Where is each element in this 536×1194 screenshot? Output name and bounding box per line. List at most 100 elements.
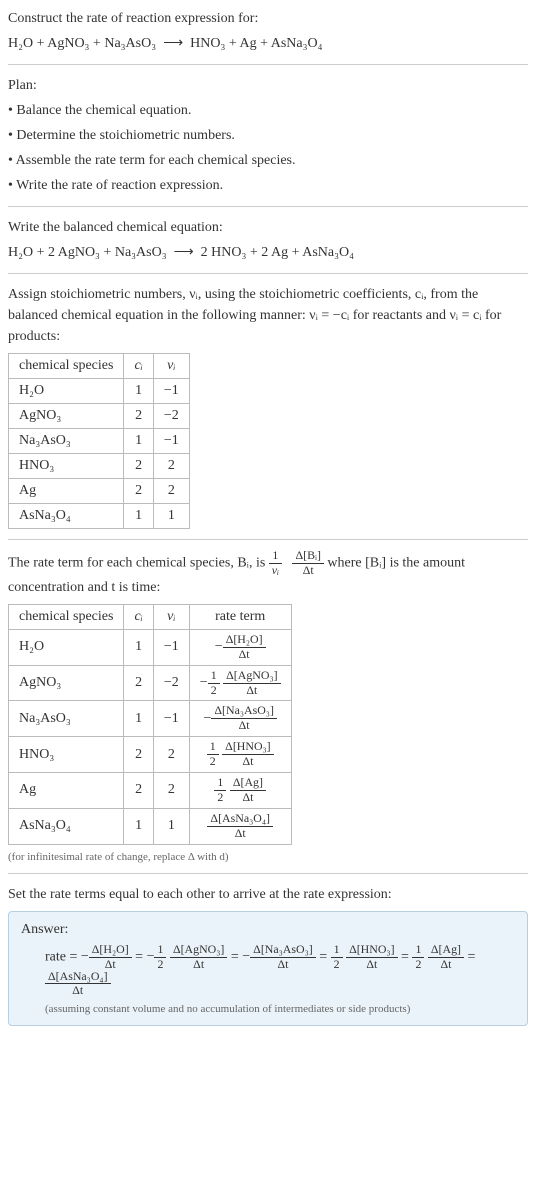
equals: = (398, 949, 413, 964)
cell-ci: 2 (124, 737, 153, 773)
vi-label: νᵢ (167, 358, 175, 373)
eq-rhs: HNO₃ + Ag + AsNa₃O₄ (190, 36, 322, 51)
table-row: AgNO₃2−2 −12 Δ[AgNO₃]Δt (9, 665, 292, 701)
prompt-line: Construct the rate of reaction expressio… (8, 8, 528, 29)
rate-pre: The rate term for each chemical species,… (8, 556, 269, 571)
table-row: Na₃AsO₃1−1 (9, 429, 190, 454)
arrow-icon (174, 245, 194, 260)
cell-species: Ag (9, 479, 124, 504)
cell-rate-term: Δ[AsNa₃O₄]Δt (189, 808, 291, 844)
ci-label: cᵢ (134, 358, 142, 373)
cell-vi: −1 (153, 429, 189, 454)
eq-lhs: H₂O + AgNO₃ + Na₃AsO₃ (8, 36, 156, 51)
plan-item: • Balance the chemical equation. (8, 100, 528, 121)
cell-ci: 1 (124, 808, 153, 844)
balanced-lhs: H₂O + 2 AgNO₃ + Na₃AsO₃ (8, 245, 167, 260)
sign: − (242, 949, 250, 964)
cell-ci: 2 (124, 479, 153, 504)
rate-term: −12 Δ[AgNO₃]Δt (147, 949, 228, 964)
divider (8, 273, 528, 274)
equals: = (316, 949, 331, 964)
frac-den: νᵢ (269, 564, 282, 577)
col-rate-term: rate term (189, 604, 291, 629)
cell-ci: 2 (124, 665, 153, 701)
cell-ci: 2 (124, 773, 153, 809)
vi-label: νᵢ (167, 609, 175, 624)
rate-term: 12 Δ[HNO₃]Δt (207, 747, 274, 762)
set-equal-line: Set the rate terms equal to each other t… (8, 884, 528, 905)
one-over-nu-frac: 1 νᵢ (269, 550, 282, 577)
rate-prefix: rate = (45, 949, 81, 964)
answer-note: (assuming constant volume and no accumul… (45, 1003, 515, 1015)
answer-title: Answer: (21, 922, 515, 938)
delta-frac: Δ[HNO₃]Δt (346, 944, 397, 971)
unbalanced-equation: H₂O + AgNO₃ + Na₃AsO₃ HNO₃ + Ag + AsNa₃O… (8, 33, 528, 54)
cell-rate-term: 12 Δ[HNO₃]Δt (189, 737, 291, 773)
table-header-row: chemical species cᵢ νᵢ (9, 354, 190, 379)
one-half-frac: 12 (214, 777, 226, 804)
equals: = (227, 949, 242, 964)
divider (8, 873, 528, 874)
cell-species: HNO₃ (9, 737, 124, 773)
cell-vi: −1 (153, 629, 189, 665)
cell-vi: −1 (153, 379, 189, 404)
plan-title: Plan: (8, 75, 528, 96)
sign: − (215, 639, 223, 654)
table-header-row: chemical species cᵢ νᵢ rate term (9, 604, 292, 629)
cell-species: Na₃AsO₃ (9, 429, 124, 454)
rate-term-table: chemical species cᵢ νᵢ rate term H₂O1−1−… (8, 604, 292, 845)
cell-rate-term: 12 Δ[Ag]Δt (189, 773, 291, 809)
divider (8, 539, 528, 540)
cell-species: HNO₃ (9, 454, 124, 479)
cell-ci: 1 (124, 429, 153, 454)
cell-vi: −2 (153, 665, 189, 701)
delta-frac: Δ[Ag]Δt (428, 944, 464, 971)
cell-vi: 1 (153, 504, 189, 529)
delta-frac: Δ[HNO₃]Δt (222, 741, 273, 768)
cell-vi: 2 (153, 454, 189, 479)
delta-frac: Δ[H₂O]Δt (89, 944, 132, 971)
stoich-table: chemical species cᵢ νᵢ H₂O1−1AgNO₃2−2Na₃… (8, 353, 190, 529)
table-row: HNO₃2212 Δ[HNO₃]Δt (9, 737, 292, 773)
delta-frac: Δ[Ag]Δt (230, 777, 266, 804)
table-row: H₂O1−1−Δ[H₂O]Δt (9, 629, 292, 665)
equals: = (132, 949, 147, 964)
table-row: Ag22 (9, 479, 190, 504)
table-row: H₂O1−1 (9, 379, 190, 404)
table-row: AgNO₃2−2 (9, 404, 190, 429)
rate-term: Δ[AsNa₃O₄]Δt (207, 819, 273, 834)
one-half-frac: 12 (154, 944, 166, 971)
one-half-frac: 12 (331, 944, 343, 971)
cell-vi: 1 (153, 808, 189, 844)
table-row: AsNa₃O₄11Δ[AsNa₃O₄]Δt (9, 808, 292, 844)
frac-num: 1 (269, 550, 282, 564)
sign: − (81, 949, 89, 964)
divider (8, 64, 528, 65)
rate-term-sentence: The rate term for each chemical species,… (8, 550, 528, 598)
equals: = (464, 949, 475, 964)
delta-frac: Δ[H₂O]Δt (223, 634, 266, 661)
delta-frac: Δ[Na₃AsO₃]Δt (211, 705, 277, 732)
rate-term: 12 Δ[HNO₃]Δt (331, 949, 398, 964)
cell-ci: 2 (124, 404, 153, 429)
cell-species: AgNO₃ (9, 404, 124, 429)
answer-expression: rate = −Δ[H₂O]Δt = −12 Δ[AgNO₃]Δt = −Δ[N… (45, 944, 515, 998)
col-species: chemical species (9, 354, 124, 379)
cell-vi: −2 (153, 404, 189, 429)
table-row: AsNa₃O₄11 (9, 504, 190, 529)
cell-rate-term: −Δ[Na₃AsO₃]Δt (189, 701, 291, 737)
plan-item: • Determine the stoichiometric numbers. (8, 125, 528, 146)
cell-species: AgNO₃ (9, 665, 124, 701)
one-half-frac: 12 (208, 670, 220, 697)
arrow-icon (163, 36, 183, 51)
cell-rate-term: −Δ[H₂O]Δt (189, 629, 291, 665)
balanced-title: Write the balanced chemical equation: (8, 217, 528, 238)
cell-ci: 1 (124, 629, 153, 665)
delta-frac: Δ[AsNa₃O₄]Δt (45, 971, 111, 998)
balanced-equation: H₂O + 2 AgNO₃ + Na₃AsO₃ 2 HNO₃ + 2 Ag + … (8, 242, 528, 263)
cell-ci: 2 (124, 454, 153, 479)
col-species: chemical species (9, 604, 124, 629)
dB-dt-frac: Δ[Bᵢ] Δt (292, 550, 323, 577)
rate-term: 12 Δ[Ag]Δt (214, 783, 266, 798)
rate-term: −12 Δ[AgNO₃]Δt (200, 675, 281, 690)
